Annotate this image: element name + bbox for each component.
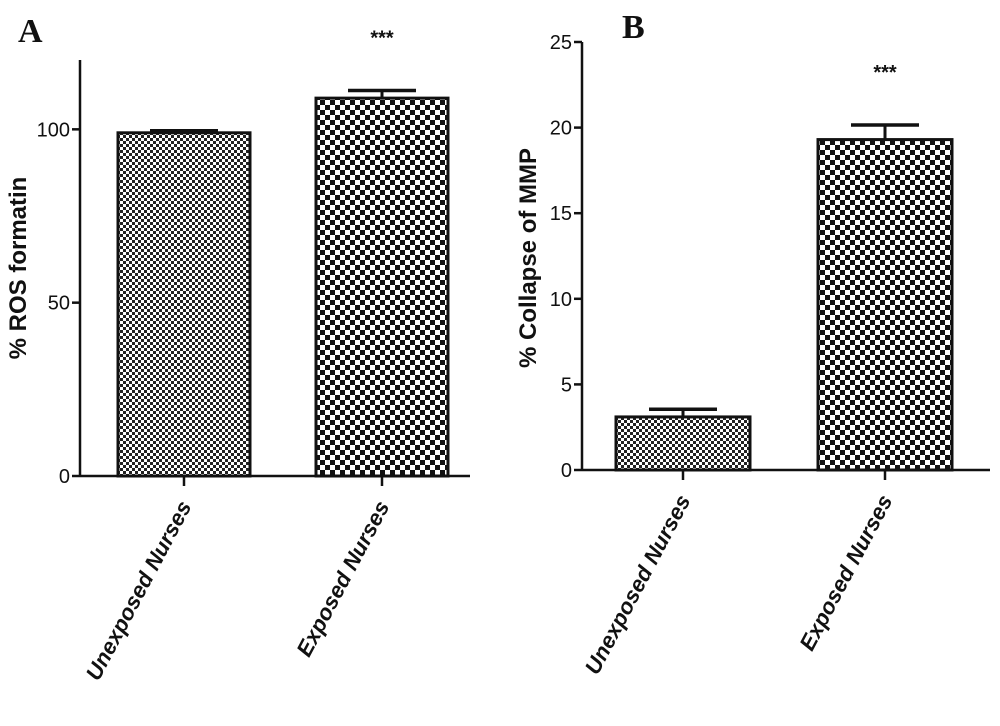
panel-a-y-axis-label: % ROS formatin xyxy=(5,177,32,360)
panel-a-bar-exposed xyxy=(314,96,450,478)
panel-b-bar-unexposed xyxy=(614,415,752,472)
panel-a-significance-label: *** xyxy=(370,28,394,50)
panel-a-y-tick-label: 50 xyxy=(48,293,70,315)
panel-a-letter: A xyxy=(18,13,43,50)
panel-b-significance-label: *** xyxy=(873,62,897,84)
panel-b-x-tick-label: Unexposed Nurses xyxy=(580,491,696,679)
panel-b-y-tick-label: 5 xyxy=(561,374,572,396)
panel-a: A % ROS formatin 0 50 100 Unexposed Nurses *… xyxy=(5,13,470,684)
panel-b-bar-exposed xyxy=(816,138,954,472)
panel-a-bar-unexposed xyxy=(116,131,252,478)
panel-a-y-tick-label: 100 xyxy=(37,119,70,141)
panel-b-y-axis-label: % Collapse of MMP xyxy=(515,148,542,368)
panel-b-x-tick-label: Exposed Nurses xyxy=(794,491,897,655)
panel-a-plot-area: 0 50 100 Unexposed Nurses *** Exposed Nurses xyxy=(37,28,470,685)
panel-b-y-tick-label: 25 xyxy=(550,32,572,54)
panel-b: B % Collapse of MMP 0 5 10 15 20 25 Unexposed … xyxy=(515,9,990,678)
panel-a-x-tick-label: Unexposed Nurses xyxy=(81,497,197,685)
panel-b-y-tick-label: 20 xyxy=(550,118,572,140)
panel-a-y-tick-label: 0 xyxy=(59,466,70,488)
panel-b-letter: B xyxy=(622,9,645,46)
panel-b-plot-area: 0 5 10 15 20 25 Unexposed Nurses *** Exposed Nur… xyxy=(550,32,990,678)
panel-a-x-tick-label: Exposed Nurses xyxy=(291,497,394,661)
panel-b-y-tick-label: 0 xyxy=(561,460,572,482)
panel-b-y-tick-label: 15 xyxy=(550,203,572,225)
panel-b-y-tick-label: 10 xyxy=(550,289,572,311)
